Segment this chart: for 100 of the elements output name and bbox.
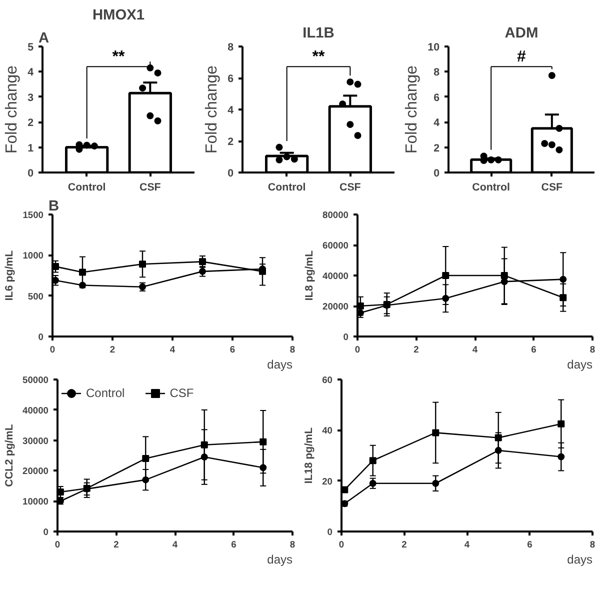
x-tick-label: 8	[590, 540, 596, 550]
x-tick-label: 2	[402, 540, 407, 550]
x-axis-title: days	[567, 552, 593, 566]
y-tick-label: 4	[434, 117, 440, 130]
point	[79, 268, 86, 276]
y-axis-title: IL18 pg/mL	[303, 426, 316, 484]
x-tick-label: CSF	[541, 182, 564, 194]
y-tick-label: 4	[228, 104, 234, 116]
y-tick-label: 5	[28, 42, 34, 54]
point	[358, 302, 364, 310]
x-axis-title: days	[267, 358, 293, 372]
point	[494, 446, 502, 454]
x-tick-label: 8	[590, 344, 596, 354]
point	[142, 455, 150, 462]
y-tick-label: 6	[228, 73, 234, 85]
x-tick-label: 6	[527, 540, 532, 550]
point	[52, 276, 59, 284]
x-axis-title: days	[567, 358, 593, 372]
y-tick-label: 80000	[322, 210, 349, 220]
point	[432, 480, 440, 487]
annotation: #	[517, 48, 526, 66]
point	[342, 500, 348, 508]
annotation: A	[38, 30, 50, 46]
x-tick-label: CSF	[140, 182, 162, 194]
point	[558, 453, 565, 460]
y-tick-label: 60	[322, 375, 333, 385]
chart-title: HMOX1	[92, 8, 145, 24]
y-axis-title: Fold change	[404, 65, 421, 154]
chart-title: ADM	[504, 26, 538, 42]
y-tick-label: 40000	[322, 271, 349, 281]
x-tick-label: CSF	[340, 182, 362, 194]
x-tick-label: 2	[414, 344, 419, 354]
x-tick-label: 2	[110, 344, 116, 354]
y-tick-label: 1	[28, 142, 34, 154]
y-tick-label: 40	[322, 426, 333, 436]
x-tick-label: 0	[354, 344, 360, 354]
point	[500, 278, 508, 286]
point	[139, 260, 146, 268]
text: B	[48, 198, 60, 214]
x-tick-label: 4	[464, 540, 470, 550]
point	[260, 438, 267, 446]
chart-title: IL1B	[302, 26, 334, 42]
y-axis-title: Fold change	[204, 65, 221, 154]
y-tick-label: 60000	[322, 240, 349, 250]
x-tick-label: Control	[68, 182, 106, 194]
y-tick-label: 50000	[22, 375, 49, 385]
x-tick-label: Control	[472, 182, 510, 194]
y-tick-label: 500	[28, 291, 44, 302]
y-tick-label: 40000	[22, 405, 49, 416]
x-tick-label: 0	[54, 540, 60, 550]
y-tick-label: 20000	[322, 302, 349, 312]
point	[558, 420, 565, 428]
y-tick-label: 2	[434, 142, 440, 154]
annotation: **	[312, 48, 326, 66]
y-tick-label: 2	[28, 117, 34, 130]
legend-label: Control	[86, 386, 125, 400]
y-axis-title: IL8 pg/mL	[304, 250, 316, 301]
y-tick-label: 8	[228, 42, 234, 54]
point	[200, 441, 208, 448]
point	[142, 476, 150, 484]
y-tick-label: 1500	[22, 210, 44, 220]
y-tick-label: 0	[327, 527, 333, 537]
point	[560, 294, 567, 302]
y-tick-label: 6	[434, 92, 440, 104]
y-tick-label: 0	[43, 527, 49, 537]
x-tick-label: 4	[472, 344, 478, 354]
x-axis-title: days	[267, 552, 293, 566]
point	[500, 272, 508, 279]
point	[260, 464, 267, 472]
y-tick-label: 0	[38, 332, 44, 342]
point	[442, 272, 450, 279]
y-tick-label: 20000	[22, 466, 49, 476]
y-tick-label: 0	[343, 332, 349, 342]
point	[369, 457, 376, 464]
y-tick-label: 4	[28, 66, 34, 79]
point	[432, 429, 440, 436]
legend-label: CSF	[170, 386, 194, 400]
y-tick-label: 2	[228, 136, 234, 148]
y-tick-label: 0	[228, 168, 234, 180]
x-tick-label: 6	[531, 344, 536, 354]
y-tick-label: 20	[322, 476, 333, 486]
x-tick-label: Control	[268, 182, 306, 194]
y-axis-title: CCL2 pg/mL	[4, 424, 16, 487]
y-axis-title: Fold change	[4, 65, 21, 154]
x-tick-label: 2	[114, 540, 119, 550]
x-tick-label: 4	[170, 344, 176, 354]
point	[442, 294, 450, 302]
y-tick-label: 0	[28, 168, 34, 180]
y-tick-label: 8	[434, 66, 440, 79]
annotation: **	[112, 48, 126, 66]
y-axis-title: IL6 pg/mL	[4, 250, 16, 301]
y-tick-label: 30000	[22, 436, 49, 446]
x-tick-label: 0	[50, 344, 56, 354]
point	[259, 268, 266, 275]
x-tick-label: 4	[172, 540, 178, 550]
x-tick-label: 8	[290, 344, 296, 354]
y-tick-label: 3	[28, 92, 34, 104]
y-tick-label: 10	[428, 42, 440, 54]
point	[200, 454, 208, 461]
y-tick-label: 10000	[22, 496, 49, 507]
